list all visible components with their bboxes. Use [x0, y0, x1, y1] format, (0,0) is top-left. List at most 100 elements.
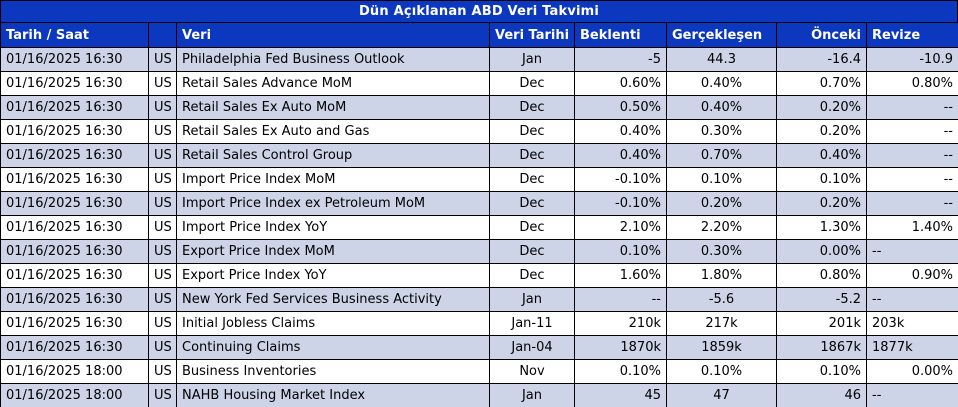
cell-period: Dec: [489, 71, 575, 96]
cell-expected: 0.40%: [574, 143, 667, 168]
table-row: 01/16/2025 16:30 US Import Price Index ex …: [0, 191, 958, 216]
cell-datetime: 01/16/2025 16:30: [0, 95, 149, 120]
cell-actual: 2.20%: [666, 215, 777, 240]
cell-revised: 0.00%: [866, 359, 958, 384]
cell-previous: 0.10%: [776, 167, 867, 192]
economic-calendar-table: Tarih / Saat Veri Veri Tarihi Beklenti G…: [0, 22, 958, 407]
cell-previous: 0.10%: [776, 359, 867, 384]
header-row: Tarih / Saat Veri Veri Tarihi Beklenti G…: [0, 22, 958, 48]
cell-country: US: [148, 95, 177, 120]
cell-previous: -5.2: [776, 287, 867, 312]
cell-previous: 0.70%: [776, 71, 867, 96]
cell-country: US: [148, 215, 177, 240]
cell-period: Dec: [489, 119, 575, 144]
cell-period: Dec: [489, 239, 575, 264]
cell-actual: 0.70%: [666, 143, 777, 168]
cell-expected: -0.10%: [574, 167, 667, 192]
cell-period: Dec: [489, 95, 575, 120]
cell-expected: 210k: [574, 311, 667, 336]
table-body: 01/16/2025 16:30 US Philadelphia Fed Busin…: [0, 47, 958, 407]
cell-datetime: 01/16/2025 16:30: [0, 287, 149, 312]
cell-period: Jan: [489, 287, 575, 312]
cell-previous: -16.4: [776, 47, 867, 72]
cell-expected: -0.10%: [574, 191, 667, 216]
cell-name: Export Price Index MoM: [176, 239, 490, 264]
cell-actual: 0.20%: [666, 191, 777, 216]
cell-period: Dec: [489, 143, 575, 168]
cell-country: US: [148, 47, 177, 72]
header-beklenti: Beklenti: [574, 22, 667, 48]
cell-period: Dec: [489, 167, 575, 192]
cell-expected: 0.40%: [574, 119, 667, 144]
table-row: 01/16/2025 16:30 US Export Price Index MoM…: [0, 239, 958, 264]
cell-previous: 46: [776, 383, 867, 407]
table-title: Dün Açıklanan ABD Veri Takvimi: [0, 0, 958, 22]
cell-revised: --: [866, 167, 958, 192]
cell-name: Philadelphia Fed Business Outlook: [176, 47, 490, 72]
cell-name: Import Price Index ex Petroleum MoM: [176, 191, 490, 216]
cell-datetime: 01/16/2025 16:30: [0, 239, 149, 264]
cell-expected: 2.10%: [574, 215, 667, 240]
table-row: 01/16/2025 18:00 US Business Inventories No…: [0, 359, 958, 384]
cell-previous: 0.80%: [776, 263, 867, 288]
cell-revised: 1.40%: [866, 215, 958, 240]
cell-name: Business Inventories: [176, 359, 490, 384]
cell-actual: 0.30%: [666, 119, 777, 144]
header-country: [148, 22, 177, 48]
header-veri-tarihi: Veri Tarihi: [489, 22, 575, 48]
cell-country: US: [148, 287, 177, 312]
cell-name: Import Price Index YoY: [176, 215, 490, 240]
cell-country: US: [148, 71, 177, 96]
cell-actual: 0.30%: [666, 239, 777, 264]
cell-previous: 0.20%: [776, 191, 867, 216]
cell-period: Jan: [489, 47, 575, 72]
cell-name: New York Fed Services Business Activity: [176, 287, 490, 312]
table-row: 01/16/2025 18:00 US NAHB Housing Market In…: [0, 383, 958, 407]
cell-country: US: [148, 167, 177, 192]
cell-period: Dec: [489, 263, 575, 288]
cell-country: US: [148, 359, 177, 384]
cell-actual: 44.3: [666, 47, 777, 72]
cell-revised: 1877k: [866, 335, 958, 360]
cell-actual: 0.40%: [666, 71, 777, 96]
cell-datetime: 01/16/2025 16:30: [0, 191, 149, 216]
cell-name: Retail Sales Ex Auto MoM: [176, 95, 490, 120]
cell-country: US: [148, 143, 177, 168]
header-veri: Veri: [176, 22, 490, 48]
cell-previous: 0.00%: [776, 239, 867, 264]
cell-expected: 1870k: [574, 335, 667, 360]
cell-country: US: [148, 263, 177, 288]
cell-revised: 0.90%: [866, 263, 958, 288]
cell-period: Dec: [489, 191, 575, 216]
cell-revised: --: [866, 119, 958, 144]
cell-actual: 1859k: [666, 335, 777, 360]
cell-country: US: [148, 311, 177, 336]
cell-previous: 0.40%: [776, 143, 867, 168]
cell-revised: --: [866, 191, 958, 216]
cell-expected: --: [574, 287, 667, 312]
cell-actual: 0.40%: [666, 95, 777, 120]
cell-datetime: 01/16/2025 16:30: [0, 335, 149, 360]
cell-revised: --: [866, 383, 958, 407]
cell-name: Initial Jobless Claims: [176, 311, 490, 336]
cell-datetime: 01/16/2025 16:30: [0, 71, 149, 96]
cell-actual: 47: [666, 383, 777, 407]
cell-expected: 0.60%: [574, 71, 667, 96]
cell-expected: 45: [574, 383, 667, 407]
table-row: 01/16/2025 16:30 US Retail Sales Advance M…: [0, 71, 958, 96]
cell-period: Nov: [489, 359, 575, 384]
table-row: 01/16/2025 16:30 US Philadelphia Fed Busin…: [0, 47, 958, 72]
cell-previous: 201k: [776, 311, 867, 336]
table-row: 01/16/2025 16:30 US Continuing Claims Jan-0…: [0, 335, 958, 360]
table-row: 01/16/2025 16:30 US Retail Sales Ex Auto a…: [0, 119, 958, 144]
cell-expected: -5: [574, 47, 667, 72]
cell-datetime: 01/16/2025 16:30: [0, 311, 149, 336]
cell-period: Dec: [489, 215, 575, 240]
cell-expected: 1.60%: [574, 263, 667, 288]
cell-period: Jan: [489, 383, 575, 407]
cell-datetime: 01/16/2025 16:30: [0, 119, 149, 144]
cell-previous: 1.30%: [776, 215, 867, 240]
cell-datetime: 01/16/2025 18:00: [0, 359, 149, 384]
cell-actual: 0.10%: [666, 359, 777, 384]
